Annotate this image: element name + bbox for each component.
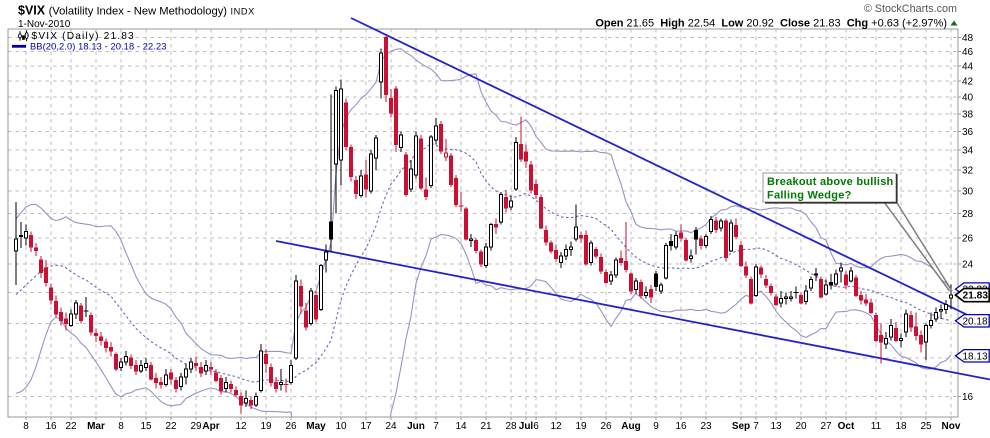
svg-text:Oct: Oct	[838, 421, 855, 432]
svg-text:Apr: Apr	[202, 421, 219, 432]
svg-text:15: 15	[140, 421, 152, 432]
svg-text:13: 13	[770, 421, 782, 432]
svg-text:26: 26	[600, 421, 612, 432]
svg-text:Breakout above bullish: Breakout above bullish	[767, 176, 894, 188]
svg-text:$VIX (Volatility Index - New M: $VIX (Volatility Index - New Methodology…	[18, 4, 255, 18]
svg-text:32: 32	[962, 165, 974, 176]
svg-text:24: 24	[385, 421, 397, 432]
svg-text:1-Nov-2010: 1-Nov-2010	[18, 19, 71, 30]
svg-text:23: 23	[700, 421, 712, 432]
svg-text:12: 12	[235, 421, 247, 432]
svg-text:BB(20,2.0) 18.13 - 20.18 - 22.: BB(20,2.0) 18.13 - 20.18 - 22.23	[30, 42, 167, 52]
svg-text:$VIX (Daily) 21.83: $VIX (Daily) 21.83	[32, 31, 135, 42]
svg-text:6: 6	[533, 421, 539, 432]
svg-text:Sep: Sep	[732, 421, 750, 432]
svg-text:© StockCharts.com: © StockCharts.com	[864, 3, 957, 15]
svg-text:10: 10	[335, 421, 347, 432]
svg-text:40: 40	[962, 93, 974, 104]
svg-text:46: 46	[962, 47, 974, 58]
svg-text:16: 16	[675, 421, 687, 432]
svg-text:48: 48	[962, 33, 974, 44]
svg-text:20.18: 20.18	[963, 316, 988, 327]
svg-text:18: 18	[895, 421, 907, 432]
svg-text:21: 21	[480, 421, 492, 432]
svg-text:36: 36	[962, 127, 974, 138]
svg-text:42: 42	[962, 77, 974, 88]
svg-text:9: 9	[653, 421, 659, 432]
svg-text:Jun: Jun	[407, 421, 425, 432]
svg-text:22: 22	[65, 421, 77, 432]
svg-text:Mar: Mar	[87, 421, 105, 432]
svg-text:8: 8	[118, 421, 124, 432]
svg-text:16: 16	[962, 392, 974, 403]
svg-text:11: 11	[871, 421, 882, 432]
svg-text:May: May	[306, 421, 326, 432]
svg-text:Open 21.65 High 22.54 Low 20: Open 21.65 High 22.54 Low 20.92 Close 21…	[595, 18, 947, 30]
svg-text:28: 28	[962, 209, 974, 220]
svg-text:16: 16	[45, 421, 57, 432]
svg-text:19: 19	[260, 421, 272, 432]
svg-text:28: 28	[505, 421, 517, 432]
svg-text:29: 29	[190, 421, 202, 432]
svg-text:14: 14	[455, 421, 467, 432]
svg-text:24: 24	[962, 260, 974, 271]
svg-text:7: 7	[753, 421, 759, 432]
svg-text:Falling Wedge?: Falling Wedge?	[767, 190, 852, 202]
svg-text:Aug: Aug	[621, 421, 640, 432]
svg-text:20: 20	[795, 421, 807, 432]
svg-text:25: 25	[920, 421, 932, 432]
svg-text:17: 17	[360, 421, 372, 432]
svg-text:26: 26	[285, 421, 297, 432]
svg-text:Nov: Nov	[942, 421, 961, 432]
svg-text:Jul: Jul	[519, 421, 534, 432]
svg-text:19: 19	[575, 421, 587, 432]
svg-text:12: 12	[550, 421, 562, 432]
svg-text:22: 22	[165, 421, 177, 432]
svg-text:30: 30	[962, 187, 974, 198]
svg-text:34: 34	[962, 146, 974, 157]
svg-text:8: 8	[23, 421, 29, 432]
svg-text:27: 27	[820, 421, 832, 432]
svg-text:44: 44	[962, 61, 974, 72]
svg-text:21.83: 21.83	[963, 291, 989, 302]
svg-text:18.13: 18.13	[963, 351, 988, 362]
svg-text:26: 26	[962, 233, 974, 244]
svg-text:38: 38	[962, 109, 974, 120]
svg-text:7: 7	[433, 421, 439, 432]
